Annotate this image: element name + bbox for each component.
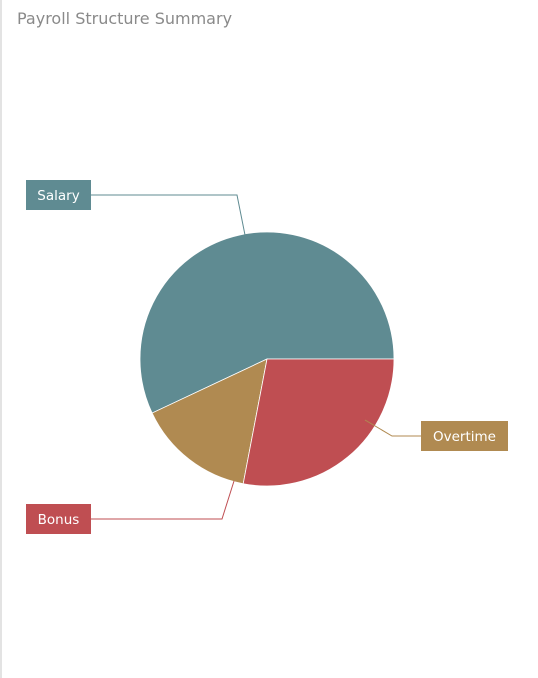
- leader-lines: [91, 194, 421, 520]
- slice-label-bonus: Bonus: [26, 504, 91, 534]
- leader-line-salary: [91, 194, 246, 236]
- slice-label-salary: Salary: [26, 180, 91, 210]
- slice-label-box: [26, 504, 91, 534]
- slice-label-text: Bonus: [38, 512, 80, 528]
- slice-label-box: [421, 421, 508, 451]
- pie-slice-salary[interactable]: [139, 231, 395, 414]
- pie-slices: [139, 231, 395, 487]
- slice-label-text: Salary: [37, 188, 79, 204]
- pie-slice-bonus[interactable]: [242, 358, 395, 487]
- chart-title: Payroll Structure Summary: [17, 9, 233, 28]
- slice-labels: Salary Overtime Bonus: [26, 180, 508, 534]
- pie-slice-overtime[interactable]: [151, 358, 268, 485]
- leader-line-overtime: [364, 419, 421, 437]
- slice-label-box: [26, 180, 91, 210]
- slice-label-overtime: Overtime: [421, 421, 508, 451]
- leader-line-bonus: [91, 480, 235, 520]
- slice-label-text: Overtime: [433, 429, 496, 445]
